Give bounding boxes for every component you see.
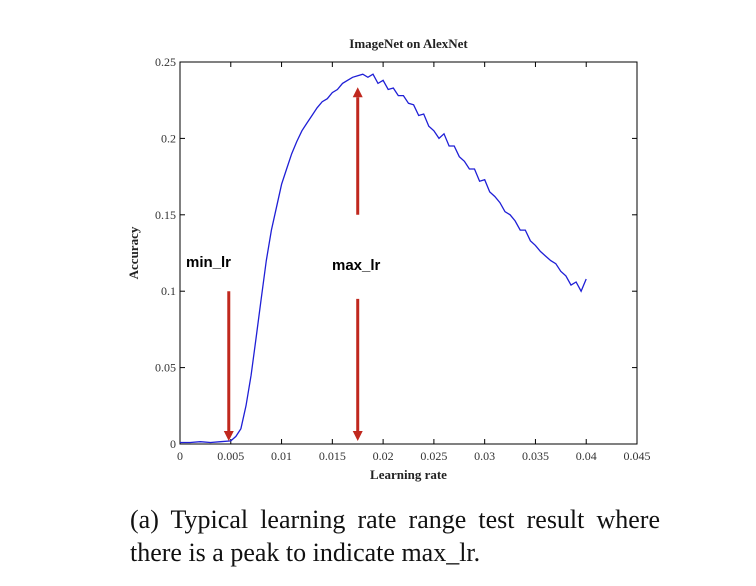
y-tick-label: 0.15 — [155, 208, 176, 222]
x-tick-label: 0.045 — [624, 449, 651, 463]
axis-ticks — [179, 61, 638, 445]
y-tick-label: 0.1 — [161, 284, 176, 298]
max-lr-arrow-down-head — [352, 431, 363, 441]
max-lr-annotation: max_lr — [332, 257, 381, 274]
y-axis-label: Accuracy — [126, 226, 141, 279]
x-tick-label: 0.005 — [217, 449, 244, 463]
y-tick-label: 0.2 — [161, 131, 176, 145]
x-tick-label: 0.025 — [420, 449, 447, 463]
x-tick-label: 0 — [177, 449, 183, 463]
x-axis-label: Learning rate — [370, 467, 447, 482]
annotation-arrows — [223, 87, 363, 441]
figure-caption: (a) Typical learning rate range test res… — [130, 505, 660, 567]
max-lr-arrow-up-head — [352, 87, 363, 98]
x-tick-label: 0.015 — [319, 449, 346, 463]
x-tick-label: 0.03 — [474, 449, 495, 463]
x-tick-label: 0.02 — [373, 449, 394, 463]
y-tick-label: 0 — [170, 437, 176, 451]
min-lr-arrow-head — [223, 430, 234, 441]
plot-frame — [179, 61, 638, 445]
x-tick-label: 0.04 — [576, 449, 597, 463]
y-tick-label: 0.25 — [155, 55, 176, 69]
accuracy-series-line — [180, 73, 587, 444]
x-tick-label: 0.01 — [271, 449, 292, 463]
y-tick-label: 0.05 — [155, 361, 176, 375]
chart-title: ImageNet on AlexNet — [349, 36, 468, 51]
tick-labels: 0 0.005 0.01 0.015 0.02 0.025 0.03 0.035 0.04 0.0… — [155, 55, 651, 463]
learning-rate-chart: 0 0.005 0.01 0.015 0.02 0.025 0.03 0.035 0.04 0.0… — [126, 36, 651, 482]
x-tick-label: 0.035 — [522, 449, 549, 463]
min-lr-annotation: min_lr — [186, 254, 231, 271]
